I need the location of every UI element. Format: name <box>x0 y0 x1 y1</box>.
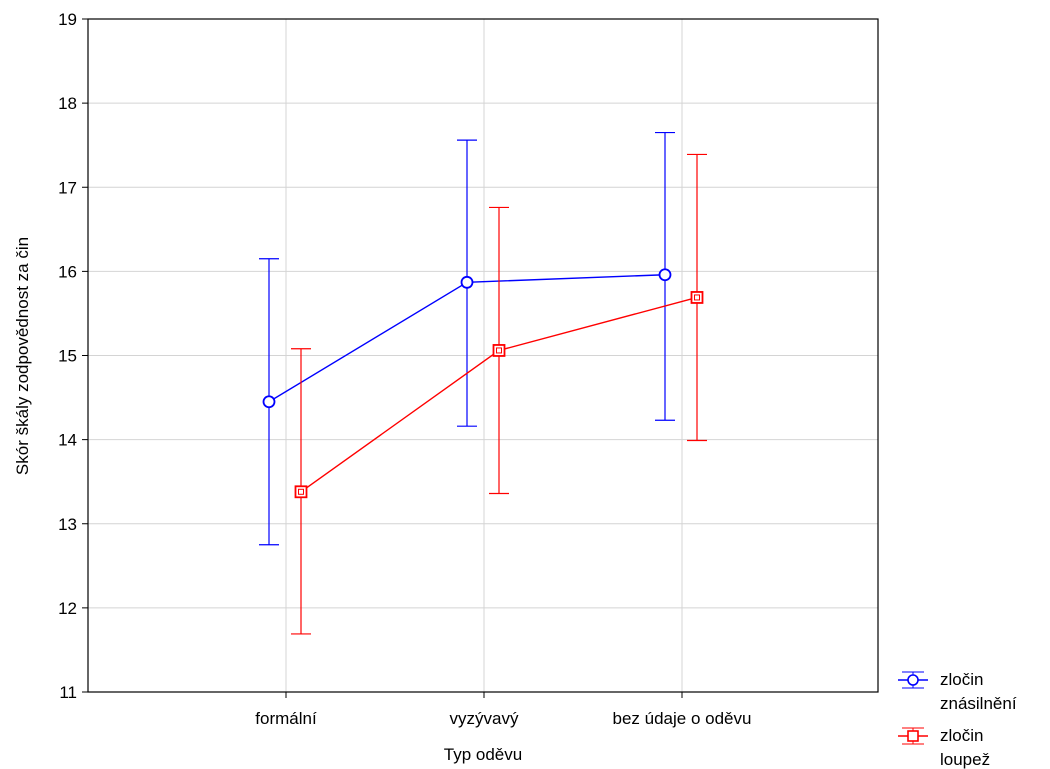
series-1 <box>259 131 675 546</box>
x-tick-label: bez údaje o oděvu <box>613 709 752 728</box>
series-group <box>259 131 707 635</box>
y-tick-label: 12 <box>58 599 77 618</box>
grid <box>88 19 878 692</box>
legend-marker-square <box>907 730 919 742</box>
series-2 <box>291 153 707 635</box>
data-point-circle <box>262 395 276 409</box>
legend-label: zločin <box>940 670 983 689</box>
data-point-square <box>690 291 704 304</box>
legend-label: znásilnění <box>940 694 1017 713</box>
x-tick-label: vyzývavý <box>450 709 519 728</box>
legend-item-2: zločin loupež <box>898 726 990 769</box>
y-axis-title: Skór škály zodpovědnost za čin <box>13 237 32 475</box>
y-tick-label: 14 <box>58 431 77 450</box>
data-point-circle <box>658 268 672 282</box>
legend-item-1: zločin znásilnění <box>898 670 1017 713</box>
legend-marker-circle <box>907 674 919 686</box>
legend: zločin znásilnění zločin loupež <box>898 670 1017 769</box>
x-axis-title: Typ oděvu <box>444 745 522 764</box>
y-tick-label: 15 <box>58 347 77 366</box>
legend-label: loupež <box>940 750 990 769</box>
data-point-square-inner <box>298 488 304 495</box>
y-tick-label: 17 <box>58 178 77 197</box>
data-point-square-inner <box>496 347 502 354</box>
data-point-circle <box>460 275 474 289</box>
y-tick-label: 11 <box>59 683 77 702</box>
y-axis: 11 12 13 14 15 16 17 18 19 <box>58 10 88 702</box>
y-tick-label: 13 <box>58 515 77 534</box>
x-axis: formální vyzývavý bez údaje o oděvu <box>255 692 751 728</box>
legend-label: zločin <box>940 726 983 745</box>
x-tick-label: formální <box>255 709 317 728</box>
data-point-square-inner <box>694 294 700 301</box>
data-point-square <box>492 344 506 357</box>
data-point-square <box>294 485 308 499</box>
y-tick-label: 16 <box>58 262 77 281</box>
y-tick-label: 19 <box>58 10 77 29</box>
y-tick-label: 18 <box>58 94 77 113</box>
